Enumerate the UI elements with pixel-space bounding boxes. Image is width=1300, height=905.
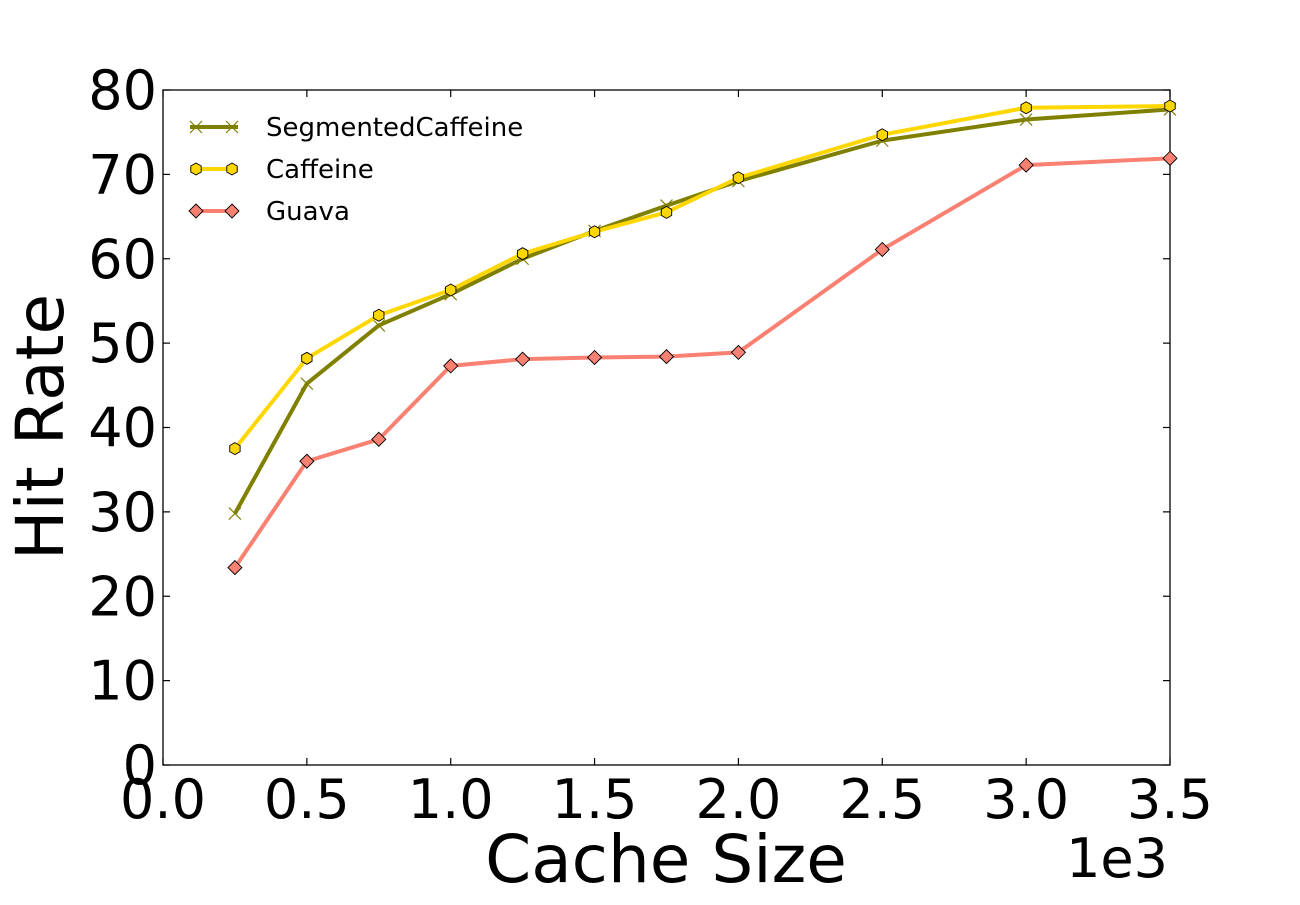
data-point bbox=[876, 128, 888, 142]
data-point bbox=[371, 431, 387, 447]
x-tick-label: 0.0 bbox=[120, 768, 206, 831]
y-tick-label: 10 bbox=[88, 650, 157, 713]
x-tick-label: 1.0 bbox=[408, 768, 494, 831]
marker-stroke bbox=[189, 120, 203, 134]
marker-stroke bbox=[225, 120, 239, 134]
series-line bbox=[233, 156, 1171, 569]
marker-stroke bbox=[300, 377, 314, 391]
data-point bbox=[1019, 113, 1033, 126]
data-point bbox=[517, 247, 529, 261]
x-tick-label: 3.5 bbox=[1127, 768, 1213, 831]
data-point bbox=[732, 171, 745, 185]
legend-label: Guava bbox=[266, 197, 350, 227]
data-point bbox=[874, 241, 890, 258]
x-tick-label: 2.0 bbox=[695, 768, 781, 831]
x-tick-label: 1.5 bbox=[552, 768, 638, 831]
legend-entry-guava: Guava bbox=[188, 197, 350, 227]
data-point bbox=[730, 344, 747, 361]
marker-stroke bbox=[228, 507, 242, 520]
data-point bbox=[588, 225, 601, 239]
data-point bbox=[1020, 101, 1032, 115]
legend-entry-caffeine: Caffeine bbox=[190, 155, 374, 185]
x-tick-label: 2.5 bbox=[839, 768, 925, 831]
data-point bbox=[372, 318, 386, 332]
data-point bbox=[1164, 99, 1176, 113]
legend-marker bbox=[224, 203, 240, 219]
data-point bbox=[515, 351, 531, 367]
legend-label: SegmentedCaffeine bbox=[266, 113, 523, 143]
data-point bbox=[445, 283, 457, 297]
legend-entry-segmentedcaffeine: SegmentedCaffeine bbox=[189, 113, 523, 143]
data-point bbox=[301, 351, 313, 365]
y-tick-label: 60 bbox=[88, 228, 157, 291]
x-tick-label: 3.0 bbox=[983, 768, 1069, 831]
data-point bbox=[299, 453, 315, 469]
legend-marker bbox=[189, 120, 203, 134]
data-point bbox=[443, 358, 459, 374]
data-point bbox=[1018, 157, 1034, 173]
legend-marker bbox=[190, 162, 202, 176]
y-tick-label: 50 bbox=[88, 312, 157, 375]
data-point bbox=[300, 377, 314, 391]
data-point bbox=[658, 348, 675, 365]
data-point bbox=[229, 442, 241, 456]
legend: SegmentedCaffeine Caffeine Guava bbox=[188, 113, 523, 227]
y-tick-label: 70 bbox=[88, 143, 157, 206]
plot-area-frame bbox=[162, 89, 1171, 766]
legend-marker bbox=[226, 162, 238, 176]
axis-ticks: 0.0 0.5 1.0 1.5 2.0 2.5 3.0 3.5 0 10 20 30 40 50 60 70 8… bbox=[88, 59, 1213, 831]
data-point bbox=[373, 308, 385, 322]
data-point bbox=[586, 349, 603, 366]
series-guava bbox=[227, 150, 1178, 576]
marker-stroke bbox=[372, 318, 386, 332]
legend-marker bbox=[188, 203, 204, 219]
y-tick-label: 0 bbox=[123, 734, 157, 797]
data-point bbox=[1162, 150, 1178, 166]
y-tick-label: 30 bbox=[88, 481, 157, 544]
x-axis-offset-label: 1e3 bbox=[1066, 827, 1168, 890]
x-tick-label: 0.5 bbox=[264, 768, 350, 831]
marker-stroke bbox=[1019, 113, 1033, 126]
data-point bbox=[228, 507, 242, 520]
x-axis-title: Cache Size bbox=[485, 821, 847, 898]
data-point bbox=[660, 205, 673, 219]
data-point bbox=[227, 559, 243, 576]
y-tick-label: 40 bbox=[88, 397, 157, 460]
y-tick-label: 80 bbox=[88, 59, 157, 122]
legend-label: Caffeine bbox=[266, 155, 374, 185]
series-caffeine bbox=[229, 99, 1176, 456]
legend-marker bbox=[225, 120, 239, 134]
y-axis-title: Hit Rate bbox=[2, 294, 79, 560]
y-tick-label: 20 bbox=[88, 565, 157, 628]
series-line bbox=[233, 104, 1171, 450]
data-series bbox=[227, 99, 1178, 576]
